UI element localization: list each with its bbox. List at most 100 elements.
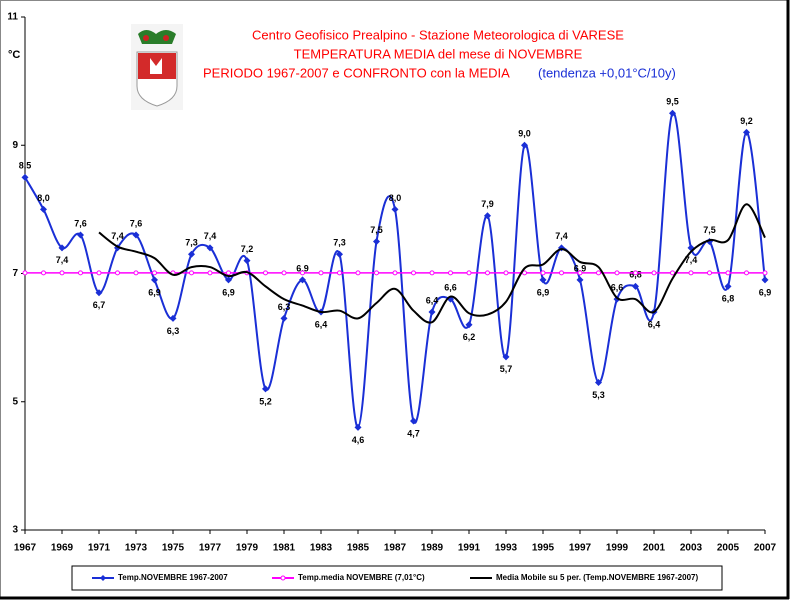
data-label: 6,8 <box>722 294 735 304</box>
data-point <box>152 270 157 276</box>
data-point <box>40 205 47 213</box>
data-point <box>410 417 417 425</box>
x-tick-label: 1971 <box>88 543 111 554</box>
chart-title: PERIODO 1967-2007 e CONFRONTO con la MED… <box>203 65 510 80</box>
x-tick-label: 1977 <box>199 543 222 554</box>
y-tick-label: 7 <box>12 268 18 279</box>
data-point <box>688 270 694 276</box>
data-point <box>614 270 620 276</box>
data-label: 7,4 <box>111 231 124 241</box>
data-point <box>78 270 83 276</box>
data-label: 7,3 <box>185 238 198 248</box>
data-point <box>465 321 473 329</box>
data-point <box>299 276 306 284</box>
data-label: 7,9 <box>481 199 494 209</box>
data-label: 6,6 <box>611 283 624 293</box>
data-point <box>744 270 749 276</box>
x-tick-label: 2001 <box>643 543 666 554</box>
data-label: 6,4 <box>426 295 439 305</box>
x-tick-label: 1985 <box>347 543 370 554</box>
data-label: 7,3 <box>333 238 346 248</box>
data-point <box>724 282 732 290</box>
data-point <box>226 270 231 276</box>
data-point <box>522 270 527 276</box>
data-label: 6,6 <box>444 283 457 293</box>
data-point <box>206 244 214 252</box>
chart-title: Centro Geofisico Prealpino - Stazione Me… <box>252 27 624 42</box>
x-tick-label: 1969 <box>51 543 74 554</box>
data-point <box>22 270 28 276</box>
data-point <box>336 250 343 258</box>
x-tick-label: 1967 <box>14 543 37 554</box>
x-tick-label: 1991 <box>458 543 481 554</box>
data-point <box>225 276 232 284</box>
data-label: 6,9 <box>574 263 587 273</box>
data-point <box>58 244 66 252</box>
data-point <box>132 231 140 239</box>
data-point <box>743 128 750 136</box>
x-tick-label: 1983 <box>310 543 333 554</box>
data-label: 6,9 <box>222 287 235 297</box>
data-point <box>429 270 435 276</box>
data-point <box>670 270 675 276</box>
legend-marker <box>280 575 286 581</box>
data-label: 5,2 <box>259 396 272 406</box>
data-label: 8,0 <box>37 193 50 203</box>
data-point <box>503 270 509 276</box>
data-point <box>262 385 269 393</box>
y-tick-label: 3 <box>12 525 18 536</box>
x-tick-label: 1973 <box>125 543 148 554</box>
data-label: 7,5 <box>370 225 383 235</box>
data-label: 5,3 <box>592 390 605 400</box>
data-point <box>596 270 601 276</box>
x-tick-label: 1975 <box>162 543 185 554</box>
data-point <box>115 270 120 276</box>
x-tick-label: 2003 <box>680 543 703 554</box>
data-point <box>669 109 676 117</box>
x-tick-label: 1999 <box>606 543 629 554</box>
data-point <box>448 270 453 276</box>
x-tick-label: 1987 <box>384 543 407 554</box>
x-tick-label: 1979 <box>236 543 259 554</box>
data-point <box>466 270 472 276</box>
data-label: 7,4 <box>204 231 217 241</box>
data-label: 9,2 <box>740 116 753 126</box>
data-label: 6,2 <box>463 332 476 342</box>
data-label: 7,5 <box>703 225 716 235</box>
data-label: 6,9 <box>296 263 309 273</box>
legend-marker <box>100 575 106 581</box>
data-point <box>21 173 29 181</box>
data-point <box>243 257 251 265</box>
data-point <box>502 353 510 361</box>
data-point <box>485 270 490 276</box>
logo-dot <box>163 35 169 41</box>
data-point <box>281 270 287 276</box>
x-tick-label: 1989 <box>421 543 444 554</box>
data-point <box>169 314 177 322</box>
data-point <box>95 289 103 297</box>
y-tick-label: 9 <box>12 140 18 151</box>
data-point <box>300 270 305 276</box>
data-point <box>428 308 436 316</box>
data-label: 7,6 <box>130 218 143 228</box>
legend-box <box>71 565 723 591</box>
data-point <box>559 270 564 276</box>
logo-figure <box>150 58 162 74</box>
data-label: 6,4 <box>315 319 328 329</box>
data-point <box>577 270 583 276</box>
data-point <box>263 270 268 276</box>
data-point <box>707 270 712 276</box>
data-point <box>355 270 361 276</box>
y-axis-label: °C <box>8 49 20 61</box>
data-label: 5,7 <box>500 364 513 374</box>
data-point <box>521 141 528 149</box>
data-point <box>373 237 380 245</box>
data-point <box>651 270 657 276</box>
data-label: 8,0 <box>389 193 402 203</box>
data-point <box>762 270 768 276</box>
data-label: 4,7 <box>407 428 420 438</box>
data-label: 7,4 <box>685 255 698 265</box>
data-label: 9,5 <box>666 97 679 107</box>
